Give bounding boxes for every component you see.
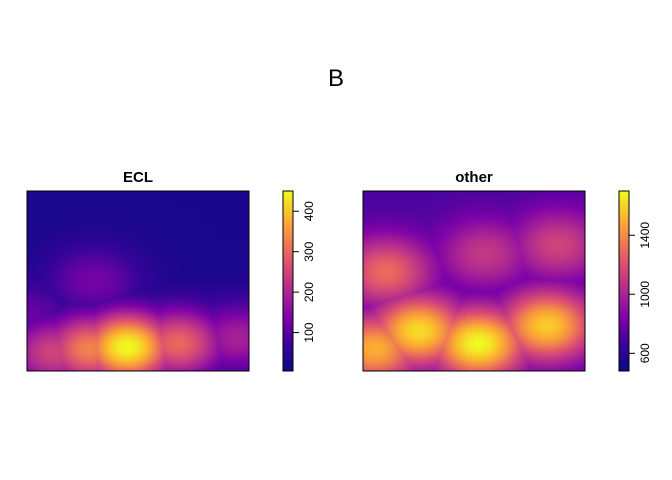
colorbar-tick-label: 400 [302,201,316,221]
colorbar-tick-label: 1400 [638,222,652,249]
heatmap-panel-ecl: ECL 100 200 300 400 [26,169,316,372]
colorbar-ecl [282,190,294,372]
panel-title-ecl: ECL [123,169,153,186]
colorbar-tick-label: 1000 [638,281,652,308]
heatmap-frame-other [362,190,586,372]
colorbar-tick-label: 600 [638,343,652,363]
heatmap-canvas-ecl-wrapper [27,191,249,371]
colorbar-ticks-other: 600 1000 1400 [629,222,652,363]
heatmap-canvas-other [363,191,585,371]
heatmap-canvas-ecl [27,191,249,371]
heatmap-canvas-other-wrapper [363,191,585,371]
colorbar-tick-label: 300 [302,241,316,261]
colorbar-other [618,190,630,372]
colorbar-tick-label: 100 [302,322,316,342]
colorbar-tick-label: 200 [302,282,316,302]
colorbar-ticks-ecl: 100 200 300 400 [293,201,316,343]
panel-title-other: other [455,169,493,186]
heatmap-panel-other: other 600 1000 1400 [362,169,652,372]
figure-title: B [328,65,344,92]
heatmap-frame-ecl [26,190,250,372]
